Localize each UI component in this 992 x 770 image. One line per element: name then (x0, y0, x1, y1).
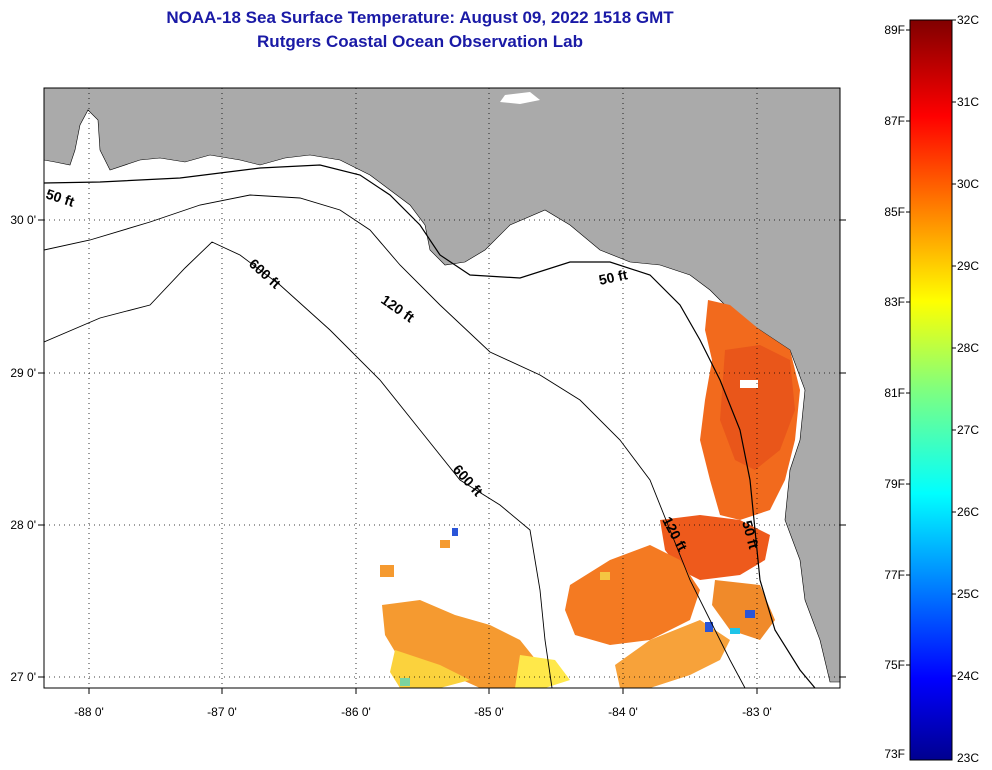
chart-subtitle: Rutgers Coastal Ocean Observation Lab (257, 32, 583, 51)
contour-600ft (44, 241, 553, 688)
lon-tick-label: -87 0' (207, 705, 237, 719)
contour-label: 50 ft (739, 519, 762, 551)
colorbar-c-label: 25C (957, 587, 979, 601)
chart-title: NOAA-18 Sea Surface Temperature: August … (166, 8, 674, 27)
colorbar-f-label: 73F (884, 747, 905, 761)
colorbar-f-label: 89F (884, 23, 905, 37)
axis-ticks (38, 219, 846, 694)
lon-tick-label: -86 0' (341, 705, 371, 719)
colorbar-f-label: 83F (884, 295, 905, 309)
colorbar-c-label: 29C (957, 259, 979, 273)
contour-50ft-north (44, 164, 816, 688)
lon-tick-label: -83 0' (742, 705, 772, 719)
colorbar-f-label: 81F (884, 386, 905, 400)
colorbar-c-label: 28C (957, 341, 979, 355)
colorbar-f-label: 87F (884, 114, 905, 128)
colorbar-ticks (906, 19, 956, 677)
lon-tick-label: -84 0' (608, 705, 638, 719)
colorbar-f-label: 77F (884, 568, 905, 582)
lat-tick-label: 28 0' (10, 518, 36, 532)
colorbar-c-label: 27C (957, 423, 979, 437)
lat-tick-label: 29 0' (10, 366, 36, 380)
colorbar-c-label: 31C (957, 95, 979, 109)
bay-inlet (500, 92, 540, 104)
colorbar-c-label: 24C (957, 669, 979, 683)
colorbar-f-label: 79F (884, 477, 905, 491)
land-mass (44, 88, 840, 683)
grid (44, 88, 840, 688)
lon-tick-label: -88 0' (74, 705, 104, 719)
colorbar-c-label: 23C (957, 751, 979, 765)
map-frame (43, 87, 841, 689)
lat-tick-label: 30 0' (10, 213, 36, 227)
lon-tick-label: -85 0' (474, 705, 504, 719)
lat-tick-label: 27 0' (10, 670, 36, 684)
colorbar (909, 19, 953, 761)
sst-data (380, 300, 800, 688)
colorbar-f-label: 85F (884, 205, 905, 219)
colorbar-c-label: 30C (957, 177, 979, 191)
colorbar-f-label: 75F (884, 658, 905, 672)
colorbar-c-label: 26C (957, 505, 979, 519)
contour-label: 50 ft (597, 266, 629, 288)
contour-120ft (44, 194, 746, 688)
colorbar-c-label: 32C (957, 13, 979, 27)
